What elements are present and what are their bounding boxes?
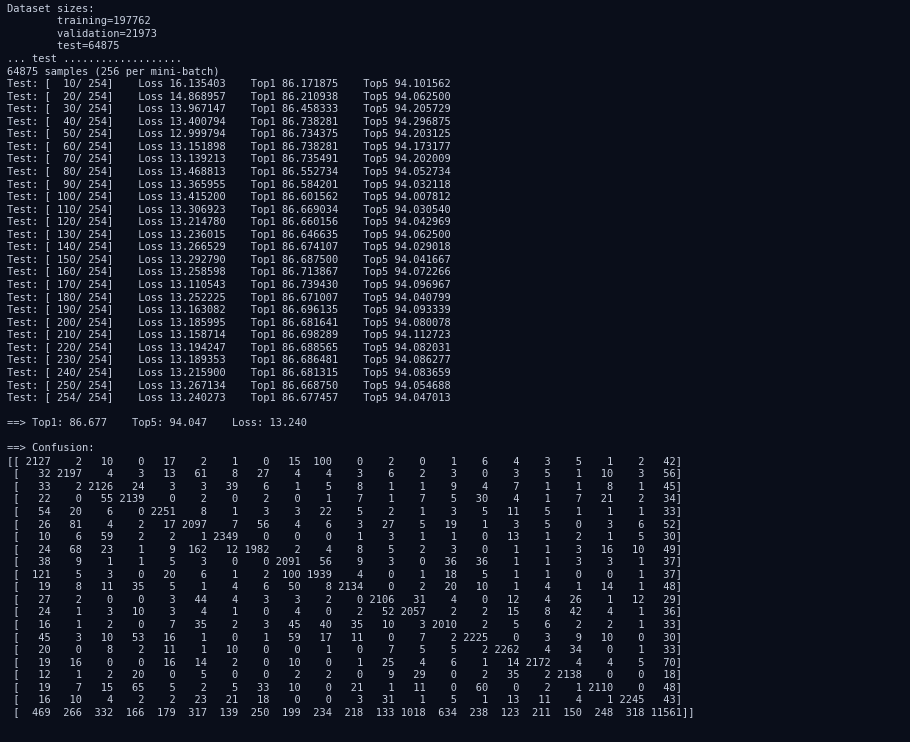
Text: Dataset sizes:
        training=197762
        validation=21973
        test=648: Dataset sizes: training=197762 validatio… xyxy=(7,4,694,717)
